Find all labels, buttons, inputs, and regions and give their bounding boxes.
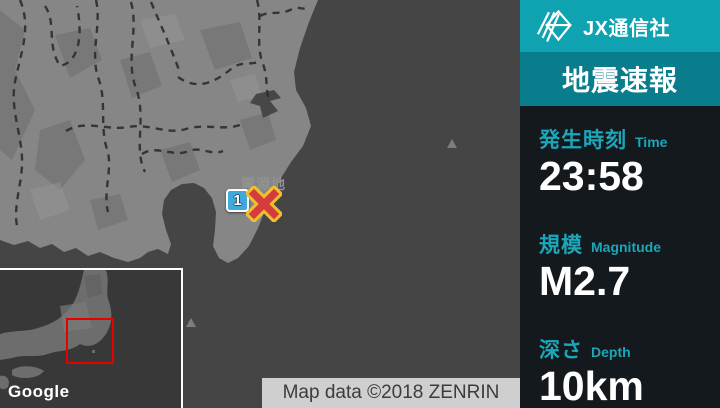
time-section: 発生時刻 Time 23:58	[539, 124, 720, 200]
brand-title: JX通信社	[583, 17, 670, 40]
map-attribution: Map data ©2018 ZENRIN	[262, 378, 520, 408]
time-label-en: Time	[635, 134, 668, 150]
inset-map-graphic	[0, 270, 181, 408]
depth-label-jp: 深さ	[539, 338, 583, 362]
time-label: 発生時刻 Time	[539, 124, 720, 154]
time-label-jp: 発生時刻	[539, 129, 627, 152]
alert-banner: 地震速報	[520, 52, 720, 106]
time-value: 23:58	[539, 153, 644, 199]
brand-header: JX通信社	[520, 0, 720, 52]
intensity-value: 1	[233, 192, 242, 209]
magnitude-section: 規模 Magnitude M2.7	[539, 229, 720, 305]
magnitude-label: 規模 Magnitude	[539, 229, 720, 259]
epicenter-x-icon	[246, 186, 282, 222]
jx-logo-icon	[536, 9, 572, 42]
depth-label-en: Depth	[591, 343, 631, 360]
inset-highlight-rect	[66, 318, 114, 364]
depth-label: 深さ Depth	[539, 334, 720, 364]
magnitude-value: M2.7	[539, 257, 631, 304]
magnitude-label-jp: 規模	[539, 233, 583, 257]
intensity-badge: 1	[226, 189, 249, 212]
google-logo: Google	[8, 382, 70, 401]
info-sidebar: JX通信社 地震速報 発生時刻 Time 23:58 規模 Magnitude …	[520, 0, 720, 408]
map-canvas[interactable]: 震源地 1	[0, 0, 520, 408]
depth-section: 深さ Depth 10km	[539, 334, 720, 408]
overview-inset-map	[0, 268, 183, 408]
magnitude-label-en: Magnitude	[591, 238, 661, 255]
alert-banner-text: 地震速報	[561, 65, 678, 96]
depth-value: 10km	[539, 362, 644, 408]
quake-info-panel: 発生時刻 Time 23:58 規模 Magnitude M2.7 深さ Dep…	[520, 106, 720, 408]
